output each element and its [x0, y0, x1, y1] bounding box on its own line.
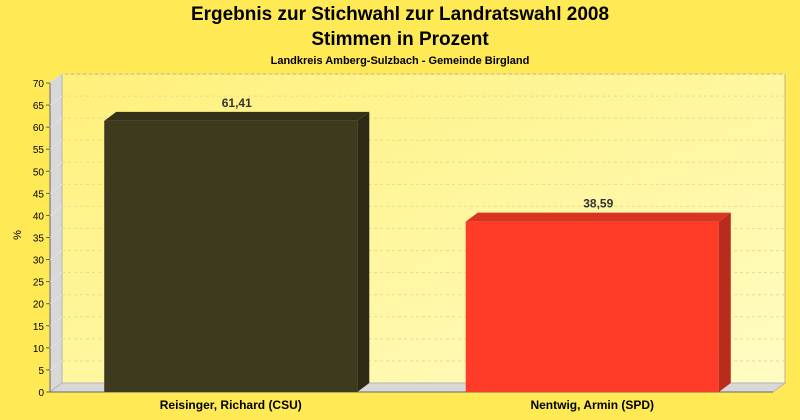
bar-side [357, 111, 370, 393]
bar-side [718, 212, 731, 392]
grid-line-side [49, 360, 63, 371]
chart-title: Ergebnis zur Stichwahl zur Landratswahl … [190, 4, 610, 25]
x-tick-label: Nentwig, Armin (SPD) [530, 398, 654, 412]
grid-line-side [49, 228, 63, 238]
grid-line-side [49, 183, 63, 194]
y-tick-label: 10 [33, 344, 45, 355]
chart-subtitle: Landkreis Amberg-Sulzbach - Gemeinde Bir… [270, 55, 530, 67]
y-tick-label: 65 [33, 101, 45, 112]
grid-line-side [49, 139, 63, 150]
y-tick-label: 50 [33, 167, 45, 178]
y-tick-label: 40 [33, 211, 45, 222]
grid-line-side [49, 294, 63, 305]
x-tick-label: Reisinger, Richard (CSU) [160, 398, 302, 412]
y-tick-label: 20 [33, 300, 45, 311]
grid-line-side [49, 316, 63, 327]
grid-line-side [49, 272, 63, 283]
grid-line-side [49, 73, 63, 84]
grid-line-side [49, 161, 63, 172]
y-tick-label: 0 [38, 388, 44, 399]
y-tick-label: 15 [33, 322, 45, 333]
y-axis-label: % [12, 230, 24, 240]
bar-top [104, 111, 370, 121]
y-tick-label: 45 [33, 189, 45, 200]
grid-line-side [49, 338, 63, 349]
y-tick-label: 25 [33, 278, 45, 289]
grid-line-side [49, 117, 63, 128]
chart-title-line2: Stimmen in Prozent [311, 29, 489, 50]
y-tick-label: 30 [33, 256, 45, 267]
y-tick-label: 35 [33, 234, 45, 245]
y-tick-label: 60 [33, 123, 45, 134]
y-tick-label: 70 [33, 79, 45, 90]
grid-line-side [49, 250, 63, 260]
bar-value-label: 38,59 [583, 197, 613, 211]
y-tick-label: 5 [38, 366, 44, 377]
bar-top [465, 212, 731, 222]
bar-value-label: 61,41 [222, 96, 252, 110]
grid-line-side [49, 95, 63, 106]
bar-front [465, 221, 719, 392]
grid-line-side [49, 206, 63, 216]
bar-front [104, 120, 358, 393]
y-tick-label: 55 [33, 145, 45, 156]
